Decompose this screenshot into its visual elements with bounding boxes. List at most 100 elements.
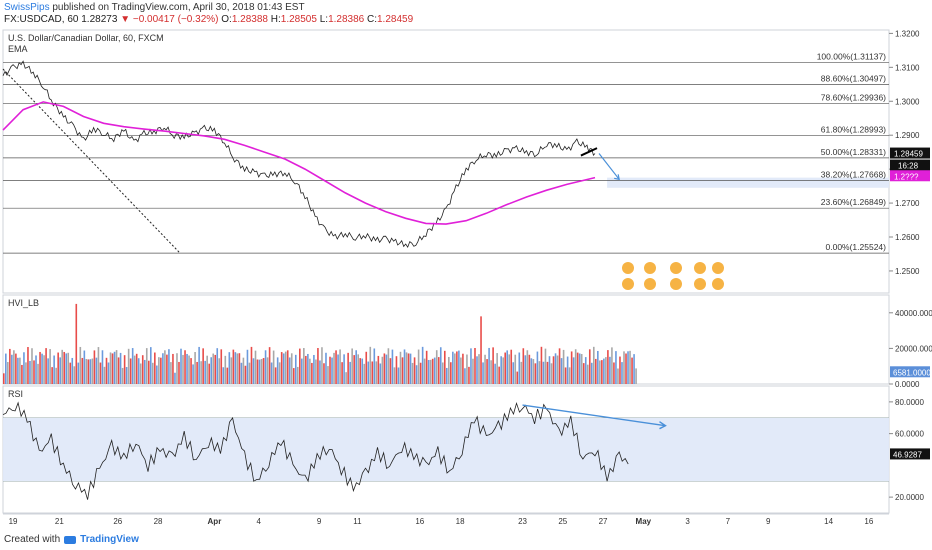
volatility-bar <box>238 353 241 384</box>
volatility-bar <box>71 357 74 384</box>
volatility-bar <box>41 353 43 384</box>
published-text: published on TradingView.com, April 30, … <box>52 2 305 13</box>
volatility-bar <box>143 359 146 384</box>
divergence-arrow-head <box>659 421 667 430</box>
volatility-bar <box>131 348 134 384</box>
volatility-bar <box>357 354 359 384</box>
volatility-bar <box>141 355 144 384</box>
author-link[interactable]: SwissPips <box>4 2 50 13</box>
volatility-bar <box>57 352 59 384</box>
volatility-bar <box>333 352 335 384</box>
volatility-bar <box>258 359 261 384</box>
volatility-bar <box>405 352 408 384</box>
ema-line <box>2 101 596 225</box>
volatility-bar <box>73 366 76 384</box>
y-tick-label: 20000.0000 <box>895 344 932 353</box>
volatility-bar <box>542 361 545 384</box>
y-tick-label: 1.2900 <box>895 131 920 140</box>
volatility-pane[interactable]: 40000.0000 20000.0000 0.0000 6581.0000 HVI_L… <box>2 294 932 389</box>
event-flag-icon <box>670 278 682 290</box>
time-axis[interactable]: 19 21 26 28 Apr 4 9 11 16 18 23 25 27 May 3 7 9 14 16 <box>3 513 889 526</box>
volatility-bar <box>363 363 366 384</box>
volatility-bar <box>518 352 521 384</box>
volatility-bar <box>578 353 581 384</box>
volatility-bar <box>111 353 114 384</box>
current-marker <box>580 147 598 157</box>
volatility-bar <box>373 348 376 384</box>
volatility-bar <box>27 347 29 384</box>
volatility-bar <box>377 355 380 384</box>
volatility-bar <box>580 354 583 384</box>
volatility-bar <box>166 354 168 384</box>
x-tick-label: 3 <box>685 517 690 526</box>
volatility-bar <box>15 353 17 384</box>
high-value: 1.28505 <box>280 14 317 25</box>
volatility-bar <box>524 355 527 384</box>
volatility-bar <box>29 360 31 384</box>
volatility-bar <box>59 357 61 384</box>
volatility-bar <box>337 354 339 384</box>
ema-label: 1.2??? <box>894 172 919 181</box>
volatility-bar <box>270 362 273 384</box>
volatility-bar <box>566 356 569 384</box>
volatility-bar <box>460 357 462 384</box>
volatility-bar <box>431 358 434 384</box>
rsi-pane[interactable]: 80.0000 60.0000 20.0000 46.9287 RSI <box>2 385 930 514</box>
volatility-bar <box>625 353 627 384</box>
volatility-bar <box>588 349 591 384</box>
volatility-bar <box>139 363 142 384</box>
volatility-bar <box>123 355 126 384</box>
volatility-bar <box>393 367 396 384</box>
volatility-bar <box>37 363 39 384</box>
x-tick-label: 18 <box>456 517 465 526</box>
x-tick-label: 21 <box>55 517 64 526</box>
x-tick-label: 4 <box>257 517 262 526</box>
volatility-bar <box>383 353 386 384</box>
rsi-line <box>2 401 629 500</box>
volatility-bar <box>407 353 410 384</box>
volatility-bar <box>633 354 635 384</box>
volatility-bar <box>204 360 206 384</box>
volatility-bar <box>182 354 184 384</box>
event-flag-icon <box>712 278 724 290</box>
event-flag-icon <box>644 278 656 290</box>
event-flag-icon <box>670 262 682 274</box>
volatility-bar <box>55 367 57 384</box>
change-value: −0.00417 (−0.32%) <box>132 14 219 25</box>
volatility-bar <box>429 359 432 384</box>
volatility-bar <box>218 358 221 384</box>
x-tick-label: 14 <box>824 517 833 526</box>
volatility-bar <box>268 347 271 384</box>
volatility-bar <box>629 350 631 384</box>
volatility-bar <box>379 363 382 384</box>
volatility-bar <box>307 353 309 384</box>
volatility-bar <box>226 367 229 384</box>
volatility-bar <box>415 365 418 384</box>
volatility-bar <box>299 348 301 384</box>
volatility-bar <box>482 362 484 384</box>
volatility-bar <box>31 348 33 384</box>
volatility-bar <box>437 357 440 384</box>
volatility-bar <box>176 353 178 384</box>
fib-level-label: 78.60%(1.29936) <box>821 92 886 102</box>
volatility-bar <box>599 360 601 384</box>
volatility-bar <box>260 358 263 384</box>
volatility-bar <box>178 361 180 384</box>
volatility-bar <box>282 353 285 384</box>
volatility-bar <box>101 350 104 384</box>
volatility-bar <box>631 357 633 384</box>
volatility-bar <box>103 366 106 384</box>
volatility-bar <box>309 358 311 384</box>
volatility-bar <box>3 373 5 384</box>
volatility-bar <box>137 358 140 384</box>
volatility-bar <box>592 346 595 384</box>
volatility-bar <box>83 350 86 384</box>
volatility-bar <box>345 372 347 384</box>
price-pane[interactable]: 1.32001.31001.30001.29001.28001.27001.26… <box>2 29 930 294</box>
volatility-bar <box>568 367 571 384</box>
volatility-bar <box>532 359 535 384</box>
volatility-bar <box>411 362 414 384</box>
tradingview-link[interactable]: TradingView <box>80 534 139 545</box>
volatility-bar <box>254 350 257 384</box>
